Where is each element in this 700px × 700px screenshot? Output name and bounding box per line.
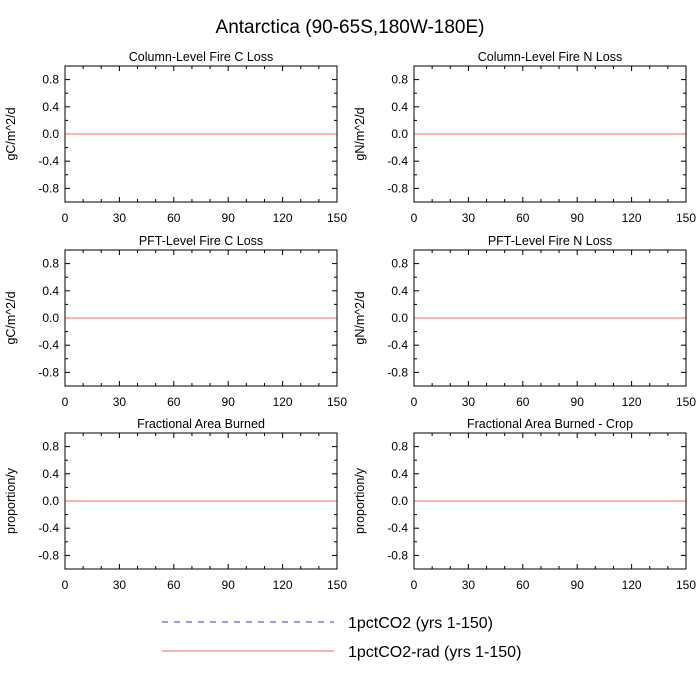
y-tick-label: 0.4 [391,467,408,481]
y-tick-label: -0.4 [38,521,59,535]
x-tick-label: 0 [62,578,69,592]
y-tick-label: 0.4 [391,284,408,298]
plot-frame [413,249,687,387]
x-tick-label: 0 [62,211,69,225]
x-tick-label: 150 [676,578,696,592]
y-tick-label: -0.4 [38,154,59,168]
y-tick-label: -0.8 [387,365,408,379]
y-tick-label: 0.8 [42,73,59,87]
panel-title: PFT-Level Fire N Loss [488,234,612,248]
panel-title: Column-Level Fire C Loss [129,50,274,64]
y-tick-label: 0.0 [391,311,408,325]
x-tick-label: 0 [62,395,69,409]
y-tick-label: 0.4 [42,100,59,114]
panel-column-level-fire-c-loss: Column-Level Fire C Loss -0.8 -0.4 0.0 0.4 0.… [4,50,347,225]
y-tick-label: 0.0 [42,494,59,508]
figure-title: Antarctica (90-65S,180W-180E) [216,17,485,38]
y-tick-label: 0.8 [42,257,59,271]
y-tick-label: 0.4 [391,100,408,114]
x-tick-label: 150 [676,395,696,409]
y-tick-label: -0.4 [387,154,408,168]
x-tick-label: 0 [411,211,418,225]
y-tick-label: 0.4 [42,467,59,481]
y-axis-label: gC/m^2/d [4,291,18,344]
panel-column-level-fire-n-loss: Column-Level Fire N Loss -0.8 -0.4 0.0 0.4 0.… [353,50,696,225]
panel-title: Fractional Area Burned [137,417,265,431]
panel-title: Column-Level Fire N Loss [478,50,623,64]
legend-item-1pctco2-rad-yrs-1-150: 1pctCO2-rad (yrs 1-150) [162,644,521,661]
x-tick-label: 120 [622,578,642,592]
legend-label: 1pctCO2-rad (yrs 1-150) [348,644,521,661]
plot-frame [413,65,687,203]
x-tick-label: 120 [622,211,642,225]
plot-frame [64,432,338,570]
y-tick-label: 0.0 [391,127,408,141]
x-tick-label: 150 [327,578,347,592]
legend-label: 1pctCO2 (yrs 1-150) [348,615,493,632]
y-axis-label: proportion/y [353,467,367,534]
plot-frame [413,432,687,570]
x-tick-label: 90 [222,395,236,409]
x-tick-label: 90 [571,578,585,592]
y-tick-label: 0.0 [42,127,59,141]
x-tick-label: 120 [273,395,293,409]
y-axis-label: gN/m^2/d [353,291,367,344]
legend: 1pctCO2 (yrs 1-150) 1pctCO2-rad (yrs 1-15… [162,615,521,661]
x-tick-label: 120 [273,578,293,592]
panel-pft-level-fire-c-loss: PFT-Level Fire C Loss -0.8 -0.4 0.0 0.4 0.8 0 3… [4,234,347,409]
y-axis-label: proportion/y [4,467,18,534]
x-tick-label: 0 [411,395,418,409]
x-tick-label: 150 [676,211,696,225]
y-tick-label: -0.8 [38,181,59,195]
panel-fractional-area-burned: Fractional Area Burned -0.8 -0.4 0.0 0.4 0.8 0… [4,417,347,592]
y-tick-label: -0.4 [38,338,59,352]
x-tick-label: 90 [222,211,236,225]
panel-fractional-area-burned-crop: Fractional Area Burned - Crop -0.8 -0.4 0.0… [353,417,696,592]
x-tick-label: 30 [462,211,476,225]
y-tick-label: 0.8 [391,257,408,271]
x-tick-label: 120 [273,211,293,225]
plot-frame [64,249,338,387]
y-axis-label: gC/m^2/d [4,107,18,160]
y-tick-label: 0.8 [391,73,408,87]
x-tick-label: 30 [462,395,476,409]
x-tick-label: 90 [571,395,585,409]
x-tick-label: 90 [571,211,585,225]
panel-grid: Column-Level Fire C Loss -0.8 -0.4 0.0 0.4 0.… [4,50,696,592]
x-tick-label: 0 [411,578,418,592]
x-tick-label: 60 [516,578,530,592]
x-tick-label: 60 [167,395,181,409]
x-tick-label: 60 [516,211,530,225]
x-tick-label: 30 [113,211,127,225]
y-tick-label: -0.8 [38,548,59,562]
y-tick-label: -0.8 [387,548,408,562]
x-tick-label: 30 [462,578,476,592]
y-tick-label: 0.8 [42,440,59,454]
y-axis-label: gN/m^2/d [353,107,367,160]
x-tick-label: 60 [167,211,181,225]
x-tick-label: 90 [222,578,236,592]
y-tick-label: 0.0 [42,311,59,325]
y-tick-label: -0.8 [387,181,408,195]
x-tick-label: 150 [327,211,347,225]
legend-item-1pctco2-yrs-1-150: 1pctCO2 (yrs 1-150) [162,615,493,632]
x-tick-label: 60 [516,395,530,409]
y-tick-label: -0.8 [38,365,59,379]
x-tick-label: 150 [327,395,347,409]
x-tick-label: 30 [113,395,127,409]
plot-frame [64,65,338,203]
y-tick-label: 0.8 [391,440,408,454]
panel-title: Fractional Area Burned - Crop [467,417,633,431]
y-tick-label: 0.0 [391,494,408,508]
x-tick-label: 120 [622,395,642,409]
panel-title: PFT-Level Fire C Loss [139,234,263,248]
y-tick-label: 0.4 [42,284,59,298]
x-tick-label: 60 [167,578,181,592]
y-tick-label: -0.4 [387,338,408,352]
x-tick-label: 30 [113,578,127,592]
y-tick-label: -0.4 [387,521,408,535]
panel-pft-level-fire-n-loss: PFT-Level Fire N Loss -0.8 -0.4 0.0 0.4 0.8 0 3… [353,234,696,409]
